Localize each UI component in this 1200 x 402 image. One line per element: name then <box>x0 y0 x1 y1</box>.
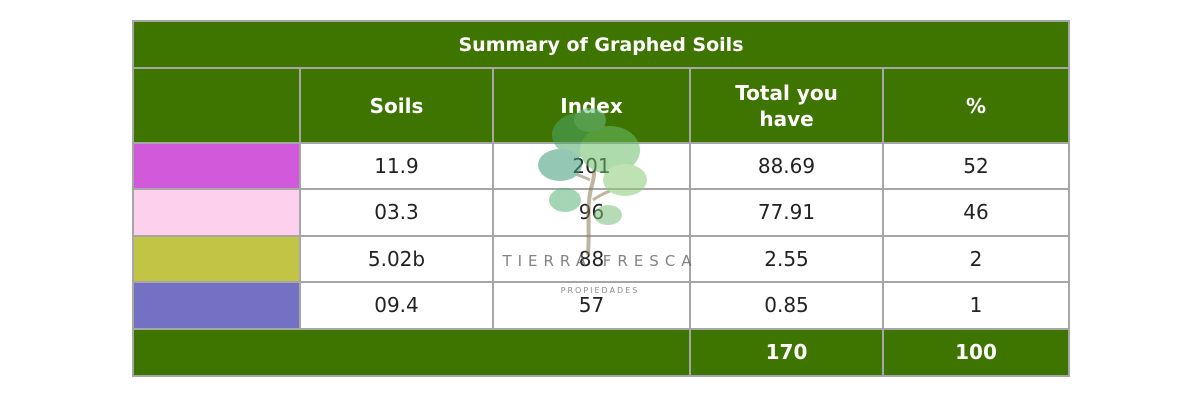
table-row: 5.02b 88 2.55 2 <box>132 234 1070 284</box>
percent-cell: 52 <box>882 141 1070 191</box>
total-cell: 2.55 <box>689 234 884 284</box>
header-soils: Soils <box>299 67 494 144</box>
color-swatch <box>134 143 299 189</box>
header-percent: % <box>882 67 1070 144</box>
color-swatch-cell <box>132 281 301 330</box>
color-swatch-cell <box>132 141 301 191</box>
color-swatch <box>134 283 299 328</box>
table-row: 09.4 57 0.85 1 <box>132 281 1070 330</box>
color-swatch-cell <box>132 188 301 237</box>
index-cell: 96 <box>492 188 691 237</box>
index-cell: 88 <box>492 234 691 284</box>
table-title: Summary of Graphed Soils <box>132 19 1070 70</box>
soils-cell: 03.3 <box>299 188 494 237</box>
table-row: 11.9 201 88.69 52 <box>132 141 1070 191</box>
header-index: Index <box>492 67 691 144</box>
footer-total-cell: 170 <box>689 327 884 378</box>
percent-cell: 46 <box>882 188 1070 237</box>
header-color-key <box>132 67 301 144</box>
table-title-row: Summary of Graphed Soils <box>132 19 1070 70</box>
header-total: Total you have <box>689 67 884 144</box>
soils-summary-table-wrapper: Summary of Graphed Soils Soils Index Tot… <box>132 19 1070 378</box>
index-cell: 57 <box>492 281 691 330</box>
total-cell: 0.85 <box>689 281 884 330</box>
table-row: 03.3 96 77.91 46 <box>132 188 1070 237</box>
color-swatch <box>134 236 299 282</box>
color-swatch-cell <box>132 234 301 284</box>
total-cell: 88.69 <box>689 141 884 191</box>
table-footer-row: 170 100 <box>132 327 1070 378</box>
soils-cell: 5.02b <box>299 234 494 284</box>
total-cell: 77.91 <box>689 188 884 237</box>
soils-cell: 11.9 <box>299 141 494 191</box>
color-swatch <box>134 190 299 235</box>
soils-summary-table: Summary of Graphed Soils Soils Index Tot… <box>132 19 1070 378</box>
footer-blank-cell <box>132 327 691 378</box>
soils-cell: 09.4 <box>299 281 494 330</box>
percent-cell: 2 <box>882 234 1070 284</box>
table-header-row: Soils Index Total you have % <box>132 67 1070 144</box>
footer-percent-cell: 100 <box>882 327 1070 378</box>
percent-cell: 1 <box>882 281 1070 330</box>
index-cell: 201 <box>492 141 691 191</box>
header-total-label: Total you have <box>735 80 838 131</box>
